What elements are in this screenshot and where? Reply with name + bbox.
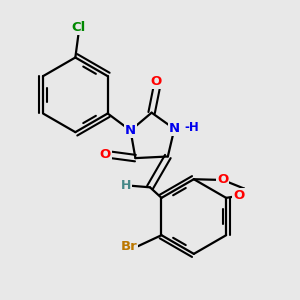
Text: Br: Br bbox=[121, 240, 137, 253]
Text: H: H bbox=[121, 179, 131, 192]
Text: N: N bbox=[125, 124, 136, 137]
Text: N: N bbox=[169, 122, 180, 135]
Text: O: O bbox=[100, 148, 111, 161]
Text: -H: -H bbox=[185, 121, 200, 134]
Text: Cl: Cl bbox=[71, 21, 86, 34]
Text: O: O bbox=[233, 189, 244, 202]
Text: O: O bbox=[151, 75, 162, 88]
Text: O: O bbox=[217, 173, 229, 187]
